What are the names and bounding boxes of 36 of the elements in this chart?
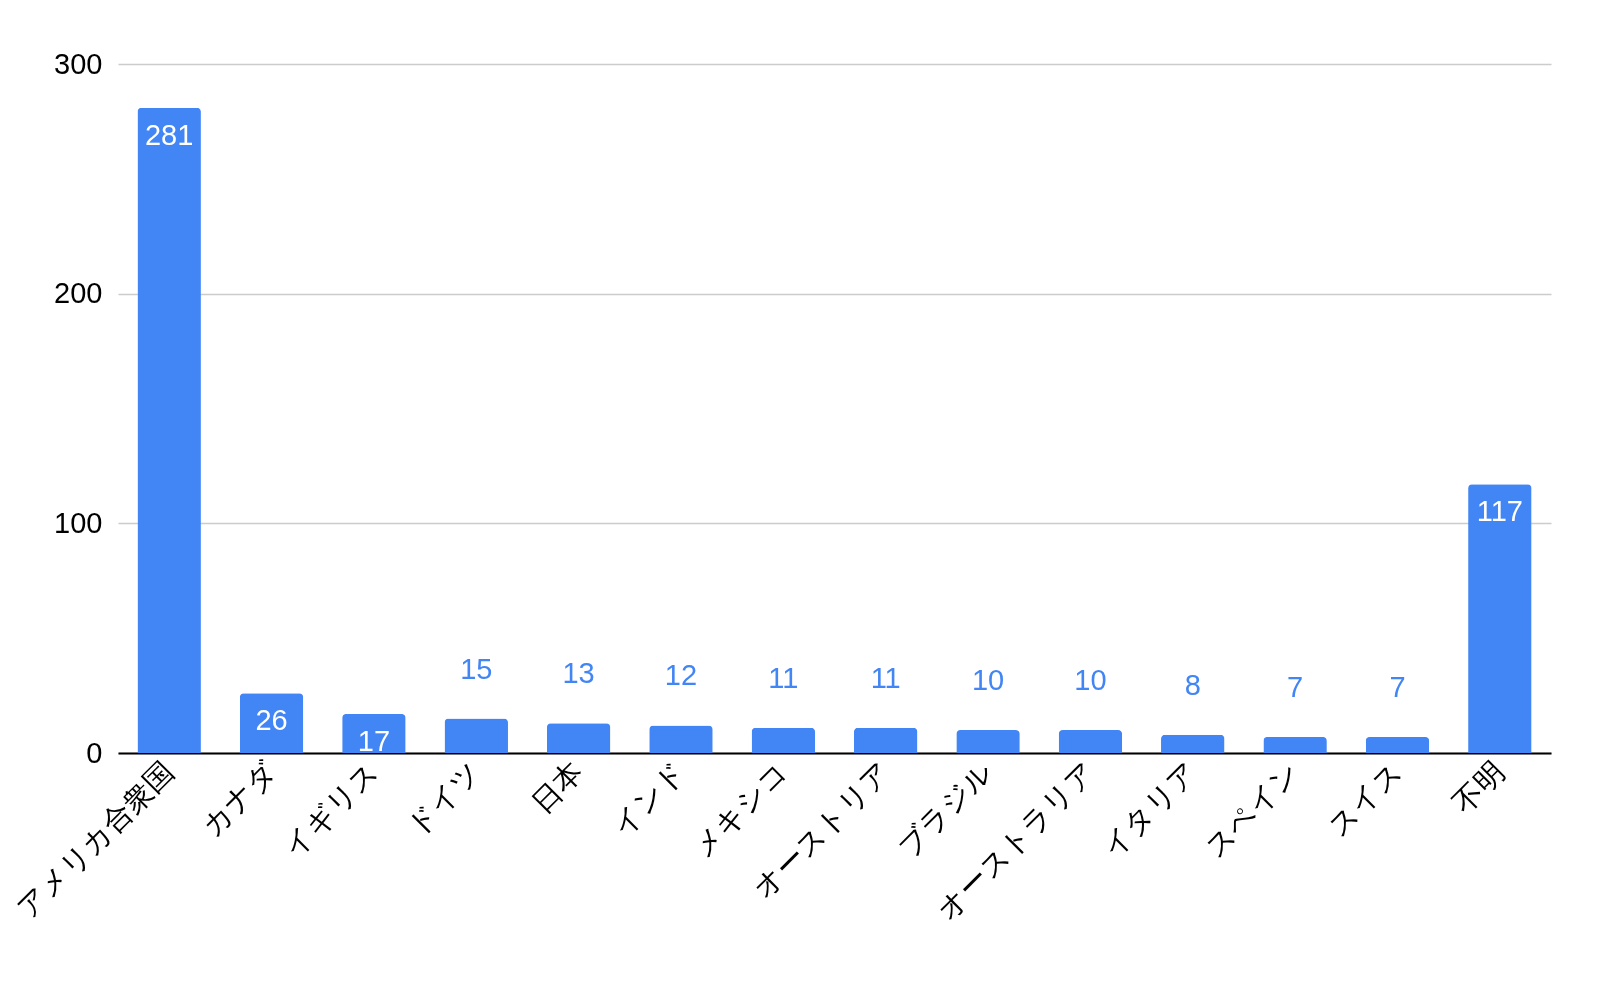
data-label: 10	[971, 664, 1005, 697]
bar	[137, 107, 201, 753]
bar	[1058, 730, 1123, 753]
bar	[1365, 736, 1430, 753]
bar	[239, 693, 304, 753]
bar	[1161, 734, 1225, 753]
data-label: 11	[870, 661, 901, 694]
data-label: 10	[1074, 664, 1107, 697]
bar	[546, 723, 611, 753]
x-tick-label: ドイツ	[400, 755, 487, 842]
y-tick-label: 300	[54, 47, 103, 80]
data-label: 26	[255, 704, 288, 737]
y-tick-label: 200	[54, 277, 103, 310]
data-label: 12	[664, 659, 698, 692]
data-label: 11	[768, 661, 799, 694]
data-label: 13	[562, 657, 595, 690]
data-label: 281	[144, 118, 194, 151]
y-tick-label: 0	[86, 736, 103, 769]
bar	[853, 727, 918, 753]
data-label: 7	[1287, 670, 1304, 703]
data-label: 8	[1184, 668, 1201, 701]
y-tick-label: 100	[54, 506, 103, 539]
x-tick-label: スイス	[1321, 755, 1409, 842]
bar	[956, 730, 1020, 753]
bar	[751, 727, 816, 753]
data-label: 117	[1476, 495, 1523, 528]
x-tick-label: インド	[605, 755, 692, 842]
data-label: 15	[460, 652, 493, 685]
bar	[649, 725, 713, 753]
x-tick-label: 不明	[1446, 755, 1511, 820]
x-tick-label: 日本	[525, 755, 590, 820]
bar	[1263, 736, 1327, 753]
data-label: 17	[357, 724, 391, 757]
data-label: 7	[1389, 670, 1406, 703]
bar	[1468, 484, 1532, 753]
bar	[444, 718, 508, 753]
